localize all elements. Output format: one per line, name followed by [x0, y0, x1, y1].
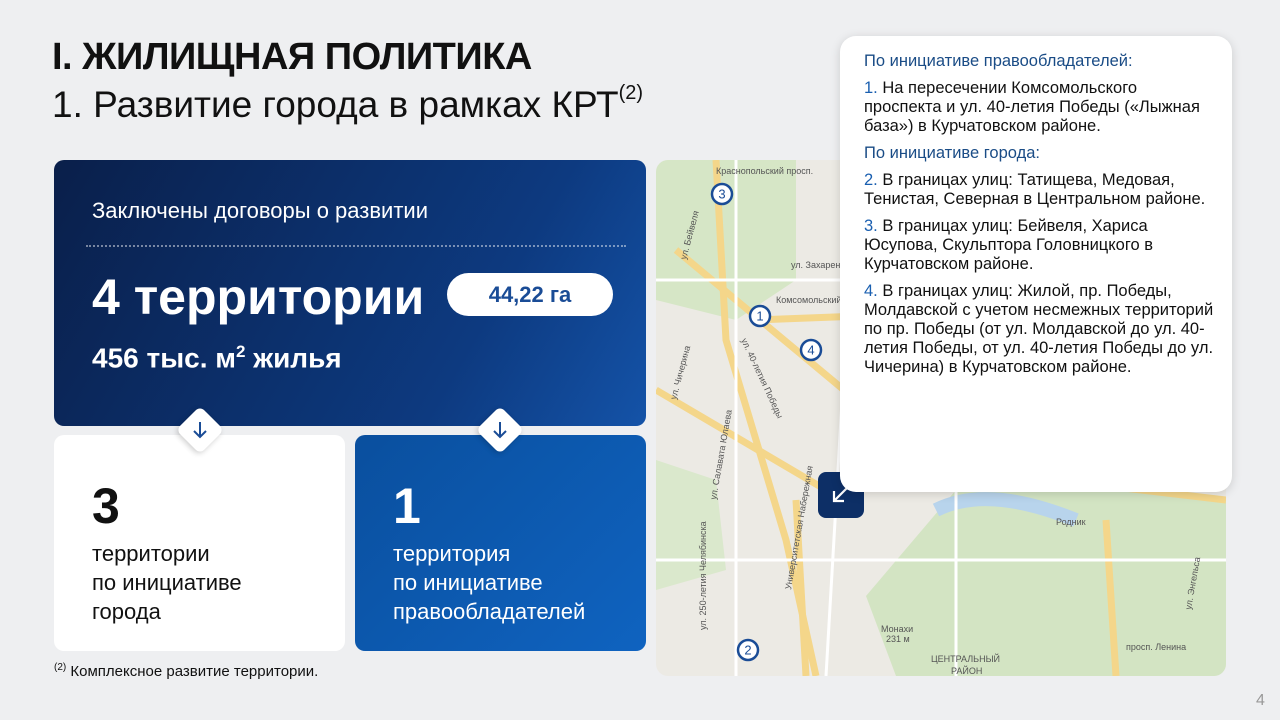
map-marker: [748, 304, 772, 328]
title-text: 1. Развитие города в рамках КРТ: [52, 84, 619, 125]
owner-card: 1 территория по инициативе правообладателе…: [355, 435, 646, 651]
map-label: Монахи: [881, 624, 913, 634]
item-number: 3.: [864, 217, 878, 235]
info-item: 2. В границах улиц: Татищева, Медовая, Т…: [864, 171, 1214, 209]
map-label: Комсомольский: [776, 295, 841, 305]
city-card: 3 территории по инициативе города: [54, 435, 345, 651]
map-marker: [710, 182, 734, 206]
map-label: Краснопольский просп.: [716, 166, 813, 176]
item-text: В границах улиц: Бейвеля, Хариса Юсупова…: [864, 217, 1153, 273]
slide-title: 1. Развитие города в рамках КРТ(2): [52, 82, 644, 126]
info-heading: По инициативе города:: [864, 144, 1040, 162]
info-heading: По инициативе правообладателей:: [864, 52, 1133, 70]
line: правообладателей: [393, 599, 586, 624]
info-content: По инициативе правообладателей: 1. На пер…: [840, 36, 1232, 377]
footnote-text: Комплексное развитие территории.: [70, 663, 319, 680]
map-label: РАЙОН: [951, 665, 982, 676]
marker-label: 3: [718, 187, 725, 202]
card-text: территория по инициативе правообладателей: [393, 539, 585, 626]
housing-main: 456 тыс. м: [92, 342, 236, 374]
button-icon: [832, 486, 849, 503]
item-number: 1.: [864, 79, 878, 97]
area-pill: 44,22 га: [447, 273, 613, 316]
arrow: [493, 422, 507, 439]
section-title: I. ЖИЛИЩНАЯ ПОЛИТИКА: [52, 36, 532, 78]
item-number: 2.: [864, 171, 878, 189]
map-label: просп. Ленина: [1126, 642, 1186, 652]
territory-count: 4 территории: [92, 269, 425, 325]
summary-card: Заключены договоры о развитии 4 территор…: [54, 160, 646, 426]
map-label: ул. Захарен: [791, 260, 840, 270]
info-panel: По инициативе правообладателей: 1. На пер…: [840, 36, 1232, 492]
item-number: 4.: [864, 282, 878, 300]
marker-label: 2: [744, 643, 751, 658]
divider: [86, 245, 626, 247]
info-item: 3. В границах улиц: Бейвеля, Хариса Юсуп…: [864, 217, 1214, 274]
page-number: 4: [1256, 692, 1265, 709]
marker-label: 4: [807, 343, 814, 358]
card-text: территории по инициативе города: [92, 539, 242, 626]
footnote-mark: (2): [54, 662, 67, 673]
map-label: ЦЕНТРАЛЬНЫЙ: [931, 653, 1000, 664]
line: по инициативе: [393, 570, 543, 595]
line: территории: [92, 541, 210, 566]
card-number: 1: [393, 478, 421, 534]
map-label: ул. 250-летия Челябинска: [698, 521, 708, 630]
marker-label: 1: [756, 309, 763, 324]
map-label: 231 м: [886, 634, 910, 644]
map-marker: [736, 638, 760, 662]
map-marker: [799, 338, 823, 362]
title-note: (2): [618, 82, 644, 104]
item-text: На пересечении Комсомольского проспекта …: [864, 79, 1200, 135]
housing: 456 тыс. м2 жилья: [92, 342, 342, 374]
item-text: В границах улиц: Жилой, пр. Победы, Молд…: [864, 282, 1214, 376]
card-number: 3: [92, 478, 120, 534]
line: города: [92, 599, 161, 624]
footnote: (2) Комплексное развитие территории.: [54, 662, 318, 680]
housing-rest: жилья: [245, 342, 342, 374]
arrow: [193, 422, 207, 439]
housing-sup: 2: [235, 342, 246, 361]
info-item: 4. В границах улиц: Жилой, пр. Победы, М…: [864, 282, 1214, 377]
line: по инициативе: [92, 570, 242, 595]
map-label: Родник: [1056, 517, 1086, 527]
summary-caption: Заключены договоры о развитии: [92, 198, 428, 223]
info-item: 1. На пересечении Комсомольского проспек…: [864, 79, 1214, 136]
item-text: В границах улиц: Татищева, Медовая, Тени…: [864, 171, 1206, 208]
line: территория: [393, 541, 511, 566]
